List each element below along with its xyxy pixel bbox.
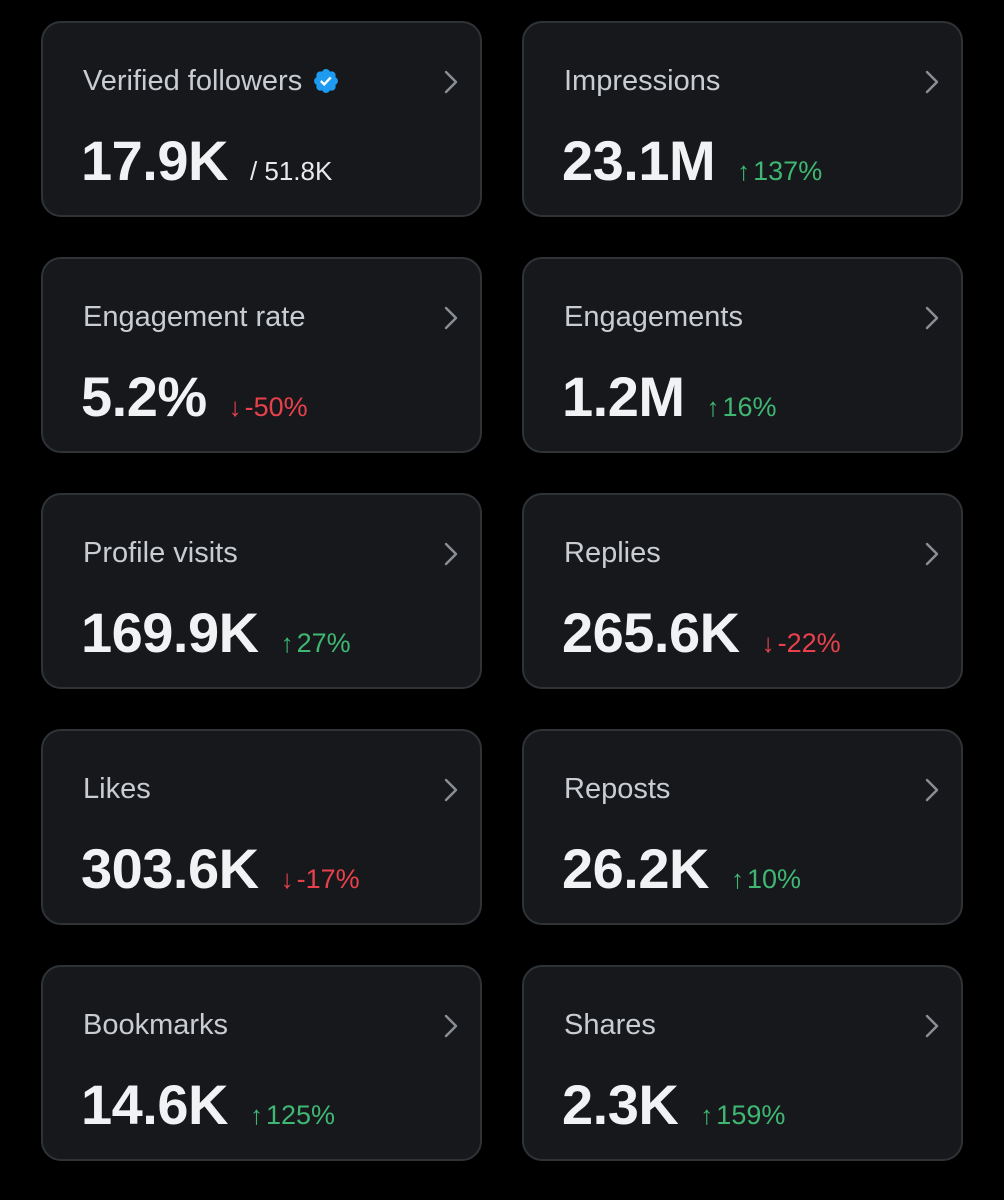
card-title-label: Engagement rate [83,301,306,333]
arrow-up-icon: ↑ [249,1100,263,1130]
value-row: 1.2M ↑ 16% [562,365,777,429]
card-replies[interactable]: Replies 265.6K ↓ -22% [522,493,963,689]
value-row: 5.2% ↓ -50% [81,365,308,429]
card-impressions[interactable]: Impressions 23.1M ↑ 137% [522,21,963,217]
card-title-label: Verified followers [83,65,303,97]
card-title: Engagement rate [83,299,305,335]
value-row: 303.6K ↓ -17% [81,837,360,901]
metric-value: 303.6K [81,837,259,900]
metric-value: 14.6K [81,1073,228,1136]
change-indicator: ↓ -50% [229,392,308,423]
value-row: 17.9K / 51.8K [81,129,332,193]
card-reposts[interactable]: Reposts 26.2K ↑ 10% [522,729,963,925]
card-engagements[interactable]: Engagements 1.2M ↑ 16% [522,257,963,453]
card-bookmarks[interactable]: Bookmarks 14.6K ↑ 125% [41,965,482,1161]
change-value: 16% [722,392,777,422]
value-row: 14.6K ↑ 125% [81,1073,335,1137]
change-value: 27% [296,628,351,658]
card-title: Likes [83,771,151,807]
card-title-label: Reposts [564,773,671,805]
change-value: 10% [746,864,801,894]
value-row: 23.1M ↑ 137% [562,129,822,193]
chevron-right-icon [925,306,939,330]
metric-value: 1.2M [562,365,685,428]
arrow-up-icon: ↑ [700,1100,714,1130]
change-indicator: ↑ 10% [731,864,801,895]
change-indicator: ↓ -22% [762,628,841,659]
change-value: 125% [265,1100,335,1130]
change-indicator: ↑ 159% [700,1100,785,1131]
change-value: 159% [716,1100,786,1130]
card-title-label: Likes [83,773,151,805]
chevron-right-icon [444,778,458,802]
metric-value: 265.6K [562,601,740,664]
chevron-right-icon [444,1014,458,1038]
change-indicator: ↓ -17% [281,864,360,895]
card-title: Engagements [564,299,743,335]
metric-value: 2.3K [562,1073,679,1136]
card-title: Reposts [564,771,670,807]
card-title-label: Bookmarks [83,1009,229,1041]
card-title: Profile visits [83,535,238,571]
chevron-right-icon [444,542,458,566]
metric-value: 17.9K [81,129,228,192]
card-title-label: Shares [564,1009,656,1041]
metric-total: / 51.8K [249,156,333,186]
value-row: 169.9K ↑ 27% [81,601,351,665]
arrow-down-icon: ↓ [761,628,775,658]
change-indicator: ↑ 137% [737,156,822,187]
chevron-right-icon [444,70,458,94]
card-engagement-rate[interactable]: Engagement rate 5.2% ↓ -50% [41,257,482,453]
card-title-label: Replies [564,537,661,569]
chevron-right-icon [925,70,939,94]
value-row: 265.6K ↓ -22% [562,601,841,665]
chevron-right-icon [925,542,939,566]
chevron-right-icon [925,1014,939,1038]
change-indicator: ↑ 16% [707,392,777,423]
metric-value: 23.1M [562,129,716,192]
change-indicator: ↑ 125% [250,1100,335,1131]
metric-value: 26.2K [562,837,709,900]
value-row: 2.3K ↑ 159% [562,1073,785,1137]
arrow-down-icon: ↓ [228,392,242,422]
chevron-right-icon [925,778,939,802]
card-title-label: Impressions [564,65,721,97]
arrow-up-icon: ↑ [737,156,751,186]
card-title: Shares [564,1007,656,1043]
card-title: Bookmarks [83,1007,228,1043]
chevron-right-icon [444,306,458,330]
change-value: 137% [753,156,823,186]
metric-value: 5.2% [81,365,207,428]
card-verified-followers[interactable]: Verified followers 17.9K / 51.8K [41,21,482,217]
change-value: -22% [777,628,841,658]
change-indicator: ↑ 27% [281,628,351,659]
arrow-up-icon: ↑ [706,392,720,422]
change-value: -17% [296,864,360,894]
card-title-label: Profile visits [83,537,238,569]
verified-badge-icon [314,69,339,93]
metrics-grid: Verified followers 17.9K / 51.8K Impress… [41,21,963,1161]
card-title: Replies [564,535,661,571]
card-profile-visits[interactable]: Profile visits 169.9K ↑ 27% [41,493,482,689]
card-title: Impressions [564,63,720,99]
card-title: Verified followers [83,63,340,99]
card-likes[interactable]: Likes 303.6K ↓ -17% [41,729,482,925]
card-shares[interactable]: Shares 2.3K ↑ 159% [522,965,963,1161]
arrow-down-icon: ↓ [280,864,294,894]
metric-value: 169.9K [81,601,259,664]
change-value: -50% [244,392,308,422]
arrow-up-icon: ↑ [280,628,294,658]
arrow-up-icon: ↑ [730,864,744,894]
card-title-label: Engagements [564,301,743,333]
value-row: 26.2K ↑ 10% [562,837,801,901]
